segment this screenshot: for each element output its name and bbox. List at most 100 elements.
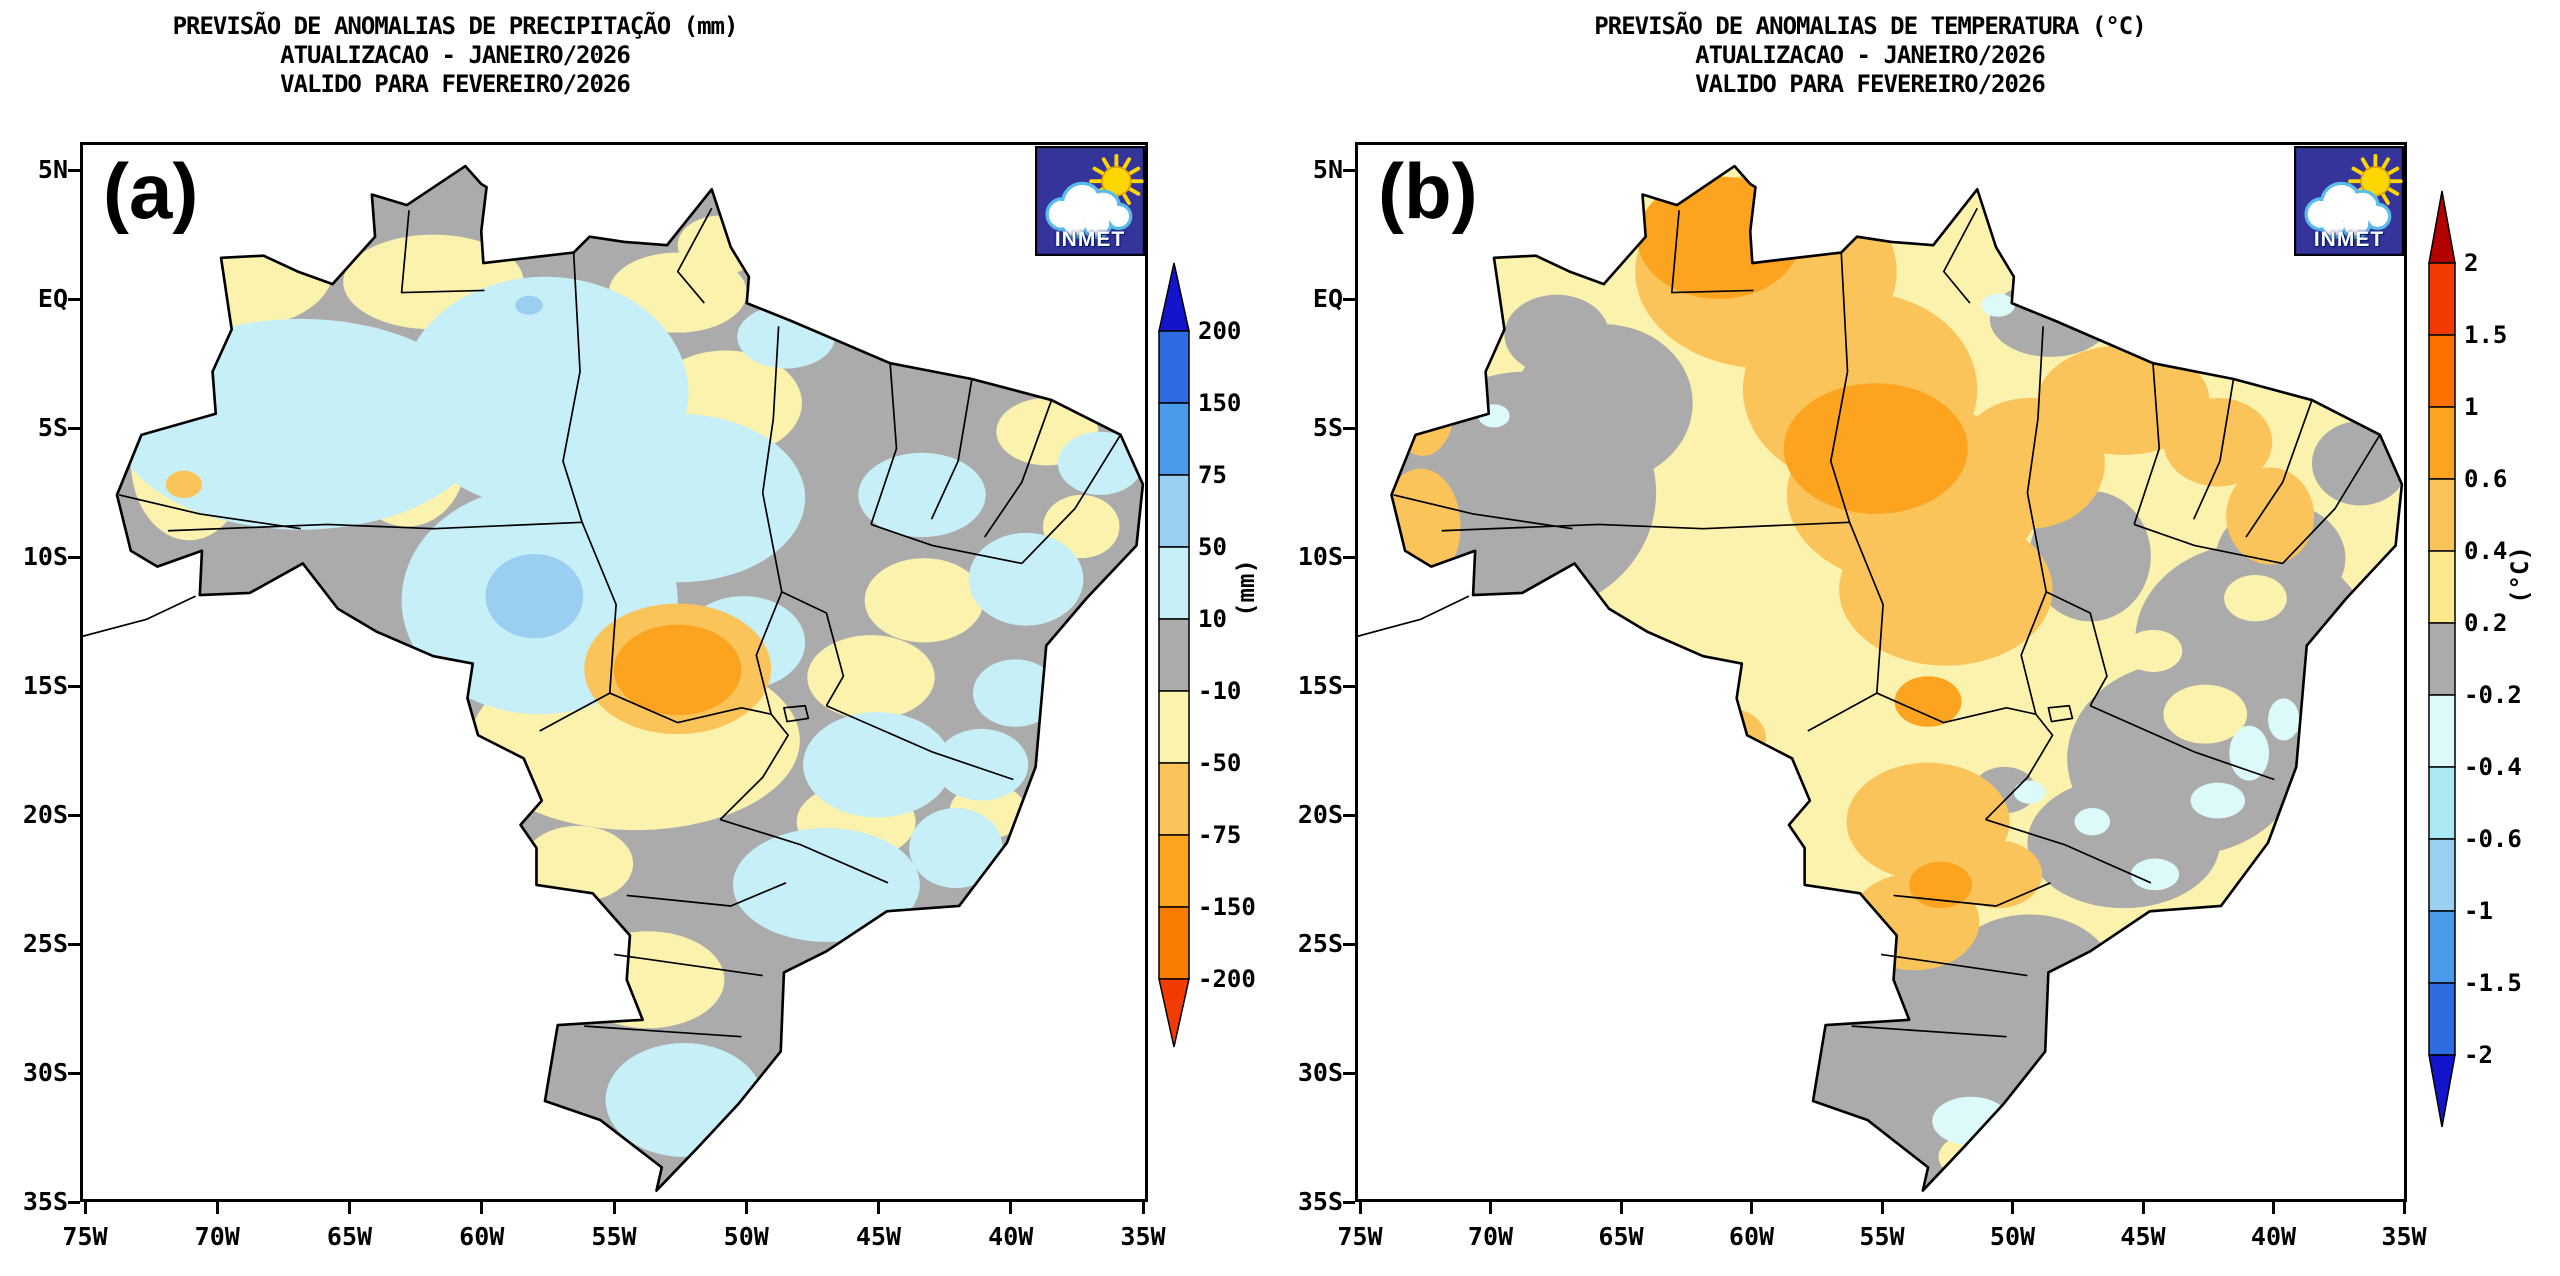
colorbar-unit-mm: (mm) — [1232, 559, 1260, 617]
colorbar-tick-label: 150 — [1198, 389, 1242, 417]
axis-tick-label: 45W — [855, 1222, 902, 1251]
axis-tick-mark — [1750, 1202, 1753, 1214]
axis-tick-label: 65W — [1598, 1222, 1644, 1251]
axis-tick-mark — [348, 1202, 351, 1214]
axis-tick-mark — [877, 1202, 880, 1214]
axis-tick-mark — [1343, 426, 1355, 430]
axis-tick-mark — [68, 168, 80, 172]
axis-tick-mark — [2141, 1202, 2145, 1214]
colorbar-tick-label: 0.4 — [2464, 537, 2508, 565]
colorbar-tick-label: -10 — [1198, 677, 1242, 705]
colorbar-tick-label: 2 — [2464, 249, 2479, 277]
colorbar-art — [2428, 190, 2456, 1128]
colorbar-tick-label: -200 — [1198, 965, 1256, 993]
axis-tick-mark — [1343, 684, 1355, 688]
colorbar-tick-label: -0.4 — [2464, 753, 2522, 781]
axis-tick-label: 70W — [194, 1222, 240, 1251]
axis-tick-mark — [1343, 1200, 1355, 1204]
axis-tick-mark — [83, 1202, 87, 1214]
axis-tick-mark — [1141, 1202, 1145, 1214]
axis-tick-label: 40W — [988, 1222, 1034, 1251]
axis-tick-label: 20S — [22, 800, 68, 829]
cloud-fill — [2308, 185, 2388, 236]
colorbar-tick-label: 0.6 — [2464, 465, 2508, 493]
axis-tick-label: 75W — [62, 1222, 108, 1251]
axis-tick-mark — [1880, 1202, 1884, 1214]
axis-tick-mark — [68, 426, 80, 430]
axis-tick-label: 70W — [1467, 1222, 1514, 1251]
colorbar-tick-label: -1 — [2464, 897, 2493, 925]
axis-tick-mark — [1619, 1202, 1623, 1214]
axis-tick-mark — [68, 1200, 80, 1204]
axis-tick-mark — [2011, 1202, 2014, 1214]
axis-tick-label: 15S — [1297, 671, 1343, 700]
axis-tick-label: EQ — [1312, 284, 1343, 313]
anomaly-blobs-layer — [1391, 166, 2402, 1191]
axis-tick-label: 35W — [2381, 1222, 2427, 1251]
axis-tick-mark — [1009, 1202, 1013, 1214]
axis-tick-label: 30S — [22, 1058, 68, 1087]
colorbar-tick-label: 0.2 — [2464, 609, 2508, 637]
inmet-logo-text: INMET — [1054, 228, 1126, 251]
colorbar-tick-label: -0.6 — [2464, 825, 2522, 853]
axis-tick-label: 25S — [1297, 929, 1343, 958]
colorbar-tick-label: -1.5 — [2464, 969, 2522, 997]
axis-tick-mark — [68, 297, 80, 301]
axis-tick-label: 50W — [1989, 1222, 2036, 1251]
brazil-map-precipitation — [83, 164, 1145, 1192]
axis-tick-label: 35S — [22, 1187, 68, 1216]
colorbar-tick-label: 50 — [1198, 533, 1227, 561]
panel-tag-a: (a) — [103, 147, 199, 235]
colorbar-temperature: 2 1.5 1 0.6 0.4 0.2 -0.2 -0.4 -0.6 -1 -1.5 -2 — [2428, 190, 2522, 1132]
axis-tick-label: 55W — [1859, 1222, 1905, 1251]
axis-tick-mark — [2272, 1202, 2275, 1214]
axis-tick-mark — [480, 1202, 484, 1214]
title-line-3: VALIDO PARA FEVEREIRO/2026 — [280, 70, 631, 98]
title-line-1: PREVISÃO DE ANOMALIAS DE TEMPERATURA (°C… — [1594, 12, 2146, 40]
title-line-2: ATUALIZACAO - JANEIRO/2026 — [280, 41, 631, 69]
map-frame-temperature: (b) — [1355, 142, 2407, 1202]
axis-tick-mark — [744, 1202, 748, 1214]
axis-tick-mark — [68, 942, 80, 946]
axis-tick-mark — [1343, 555, 1355, 559]
colorbar-precipitation: 200 150 75 50 10 -10 -50 -75 -150 -200 — [1158, 262, 1256, 1052]
axis-tick-label: EQ — [37, 284, 68, 313]
axis-tick-mark — [68, 813, 80, 817]
neighbor-country-border — [1358, 595, 1470, 637]
colorbar-tick-label: 1.5 — [2464, 321, 2508, 349]
colorbar-tick-label: -0.2 — [2464, 681, 2522, 709]
colorbar-tick-label: -75 — [1198, 821, 1242, 849]
axis-tick-mark — [1343, 942, 1355, 946]
colorbar-tick-label: -150 — [1198, 893, 1256, 921]
axis-tick-label: 45W — [2120, 1222, 2166, 1251]
axis-tick-label: 35W — [1120, 1222, 1166, 1251]
axis-tick-mark — [1343, 168, 1355, 172]
axis-tick-mark — [612, 1202, 616, 1214]
axis-tick-label: 15S — [22, 671, 68, 700]
axis-tick-label: 60W — [1728, 1222, 1775, 1251]
colorbar-tick-label: -2 — [2464, 1041, 2493, 1069]
colorbar-tick-label: 1 — [2464, 393, 2479, 421]
axis-tick-label: 60W — [459, 1222, 505, 1251]
axis-tick-label: 40W — [2250, 1222, 2297, 1251]
colorbar-art — [1158, 262, 1190, 1048]
cloud-fill — [1049, 185, 1129, 236]
title-line-2: ATUALIZACAO - JANEIRO/2026 — [1695, 41, 2046, 69]
axis-tick-label: 5N — [1312, 155, 1343, 184]
inmet-logo: INMET — [1035, 145, 1145, 257]
axis-tick-label: 55W — [591, 1222, 637, 1251]
colorbar-tick-label: 10 — [1198, 605, 1227, 633]
axis-tick-label: 75W — [1337, 1222, 1383, 1251]
axis-tick-mark — [2402, 1202, 2406, 1214]
axis-tick-label: 5N — [37, 155, 68, 184]
axis-tick-mark — [1489, 1202, 1492, 1214]
title-line-3: VALIDO PARA FEVEREIRO/2026 — [1695, 70, 2046, 98]
axis-tick-label: 65W — [326, 1222, 373, 1251]
axis-tick-label: 50W — [723, 1222, 769, 1251]
axis-tick-label: 30S — [1297, 1058, 1343, 1087]
colorbar-tick-label: 200 — [1198, 317, 1242, 345]
axis-tick-label: 25S — [22, 929, 68, 958]
axis-tick-mark — [1343, 813, 1355, 817]
axis-tick-mark — [68, 1071, 80, 1075]
